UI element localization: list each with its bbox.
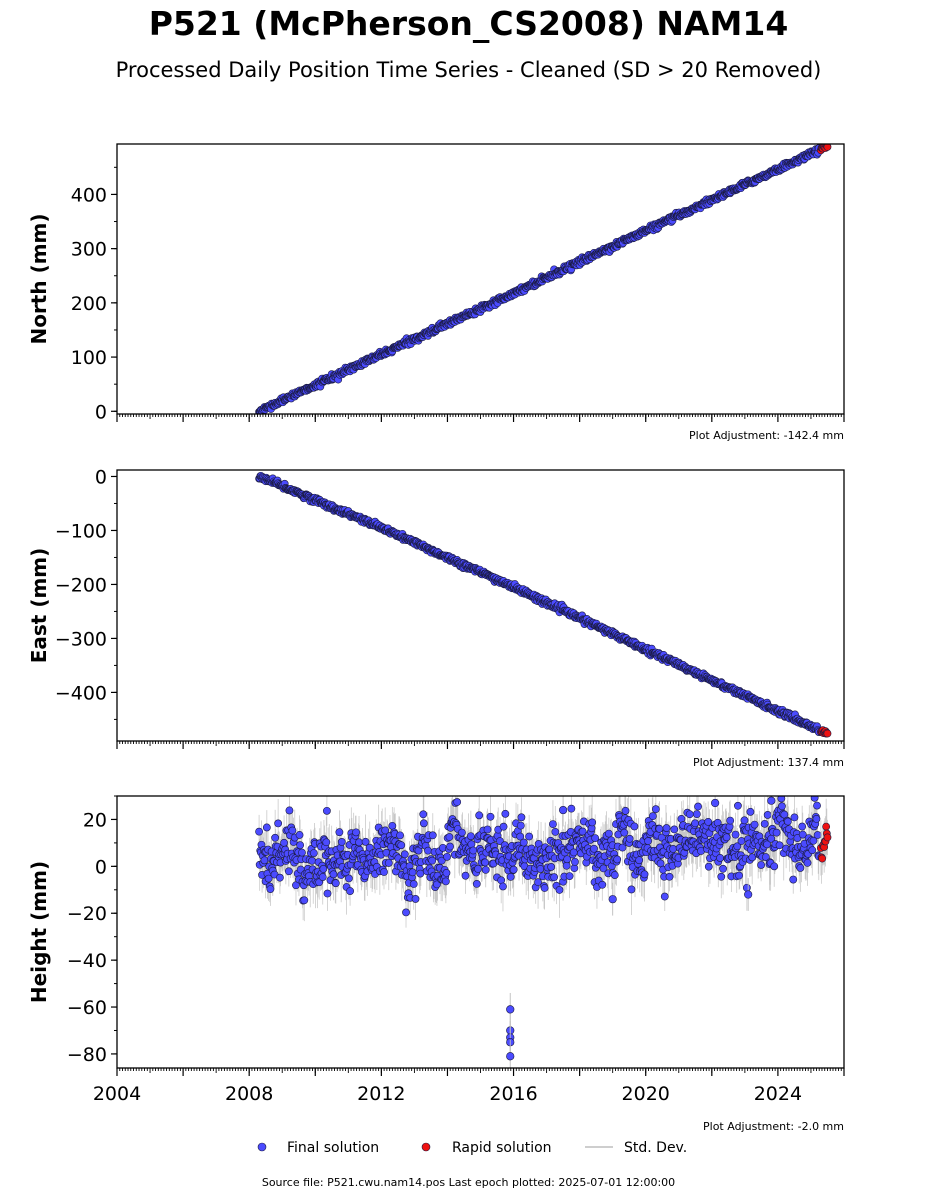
- y-tick-label: 300: [71, 239, 107, 261]
- chart-subtitle: Processed Daily Position Time Series - C…: [115, 58, 822, 82]
- y-tick-label: −200: [55, 574, 107, 596]
- y-tick-label: −400: [55, 682, 107, 704]
- y-tick-label: 400: [71, 184, 107, 206]
- chart-title: P521 (McPherson_CS2008) NAM14: [148, 4, 789, 43]
- plot-area: [255, 471, 832, 738]
- rapid-solution-points: [816, 144, 832, 155]
- y-axis-label: North (mm): [27, 213, 51, 344]
- y-tick-label: 0: [95, 466, 107, 488]
- plot-adjustment-label: Plot Adjustment: -142.4 mm: [689, 429, 844, 442]
- plot-adjustment-label: Plot Adjustment: 137.4 mm: [693, 756, 844, 769]
- y-tick-label: −100: [55, 520, 107, 542]
- final-solution-points: [255, 471, 823, 736]
- rapid-point: [823, 729, 832, 738]
- y-axis-label: East (mm): [27, 548, 51, 664]
- rapid-solution-points: [816, 726, 832, 738]
- final-solution-points: [255, 144, 823, 414]
- rapid-point: [823, 144, 832, 151]
- plot-area: [255, 144, 832, 414]
- panel-1: 0 100 200 300 400 North (mm) Plot Adjustment: …: [27, 143, 845, 442]
- y-tick-label: 0: [95, 401, 107, 423]
- y-tick-label: 200: [71, 293, 107, 315]
- y-tick-label: −300: [55, 628, 107, 650]
- axes-frame: [116, 469, 845, 742]
- y-tick-label: 100: [71, 347, 107, 369]
- plot-area: [255, 796, 832, 1068]
